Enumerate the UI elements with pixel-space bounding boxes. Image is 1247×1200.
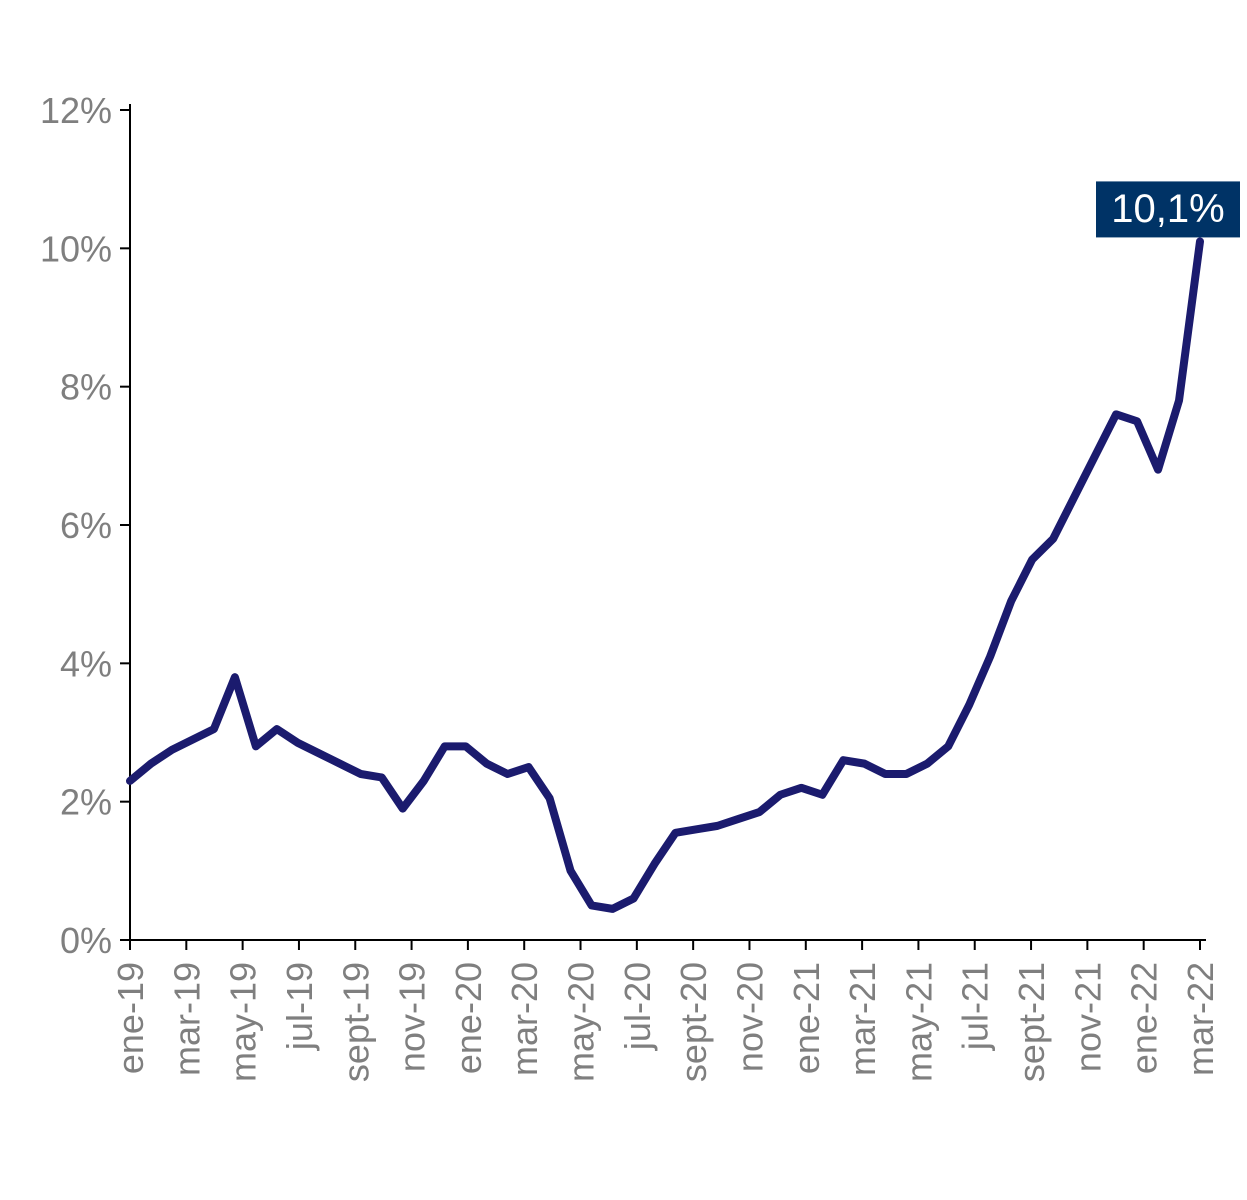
- x-tick-label: jul-20: [617, 962, 658, 1051]
- line-chart: 0% 2% 4% 6% 8% 10% 12% ene-19 mar-19 may-19 jul-19…: [0, 0, 1247, 1200]
- y-tick-label: 8%: [60, 367, 112, 408]
- endpoint-label-text: 10,1%: [1111, 187, 1224, 231]
- x-tick-label: nov-19: [392, 962, 433, 1072]
- x-tick-label: ene-19: [110, 962, 151, 1074]
- x-tick-label: ene-22: [1124, 962, 1165, 1074]
- x-tick-label: sept-21: [1011, 962, 1052, 1082]
- x-tick-label: mar-21: [842, 962, 883, 1076]
- y-tick-label: 12%: [40, 90, 112, 131]
- y-tick-label: 0%: [60, 920, 112, 961]
- x-tick-label: mar-20: [504, 962, 545, 1076]
- x-tick-label: nov-20: [729, 962, 770, 1072]
- x-tick-label: ene-20: [448, 962, 489, 1074]
- x-tick-label: mar-22: [1180, 962, 1221, 1076]
- x-tick-label: jul-21: [955, 962, 996, 1051]
- x-tick-label: may-21: [898, 962, 939, 1082]
- x-tick-label: may-20: [561, 962, 602, 1082]
- x-tick-label: sept-19: [335, 962, 376, 1082]
- x-tick-label: nov-21: [1067, 962, 1108, 1072]
- y-tick-label: 2%: [60, 782, 112, 823]
- x-tick-label: jul-19: [279, 962, 320, 1051]
- y-tick-label: 4%: [60, 643, 112, 684]
- y-tick-label: 10%: [40, 228, 112, 269]
- x-tick-label: ene-21: [786, 962, 827, 1074]
- chart-svg: 0% 2% 4% 6% 8% 10% 12% ene-19 mar-19 may-19 jul-19…: [0, 0, 1247, 1200]
- x-tick-label: mar-19: [166, 962, 207, 1076]
- x-tick-label: may-19: [223, 962, 264, 1082]
- y-tick-label: 6%: [60, 505, 112, 546]
- x-tick-label: sept-20: [673, 962, 714, 1082]
